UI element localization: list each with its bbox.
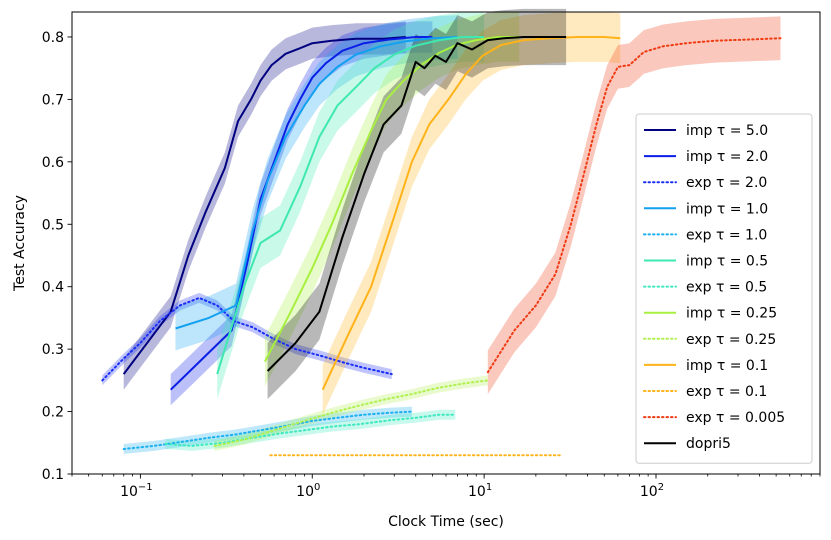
y-tick-label: 0.6 bbox=[42, 155, 64, 171]
x-axis-label: Clock Time (sec) bbox=[388, 514, 504, 530]
x-tick-label: 100 bbox=[296, 482, 320, 500]
legend-label: imp τ = 2.0 bbox=[686, 149, 768, 165]
series-line-exp-tau-0-5 bbox=[164, 413, 457, 447]
legend: imp τ = 5.0 imp τ = 2.0 exp τ = 2.0 imp τ =… bbox=[635, 113, 813, 464]
legend-label: exp τ = 2.0 bbox=[686, 175, 767, 191]
x-tick-label: 102 bbox=[640, 482, 664, 500]
legend-label: exp τ = 0.005 bbox=[686, 410, 785, 426]
band-imp-tau-0-1 bbox=[322, 12, 621, 415]
x-axis: 10−1 100 101 102 bbox=[71, 474, 821, 500]
band-exp-tau-0-005 bbox=[487, 16, 781, 395]
series-line-imp-tau-0-5 bbox=[216, 36, 485, 375]
series-line-dopri5 bbox=[266, 36, 567, 372]
legend-label: exp τ = 0.5 bbox=[686, 280, 767, 296]
y-axis-label: Test Accuracy bbox=[12, 195, 28, 292]
series-line-imp-tau-2-0 bbox=[170, 36, 433, 391]
legend-label: imp τ = 0.25 bbox=[686, 306, 777, 322]
legend-label: imp τ = 1.0 bbox=[686, 201, 768, 217]
legend-box bbox=[635, 113, 813, 464]
series-line-exp-tau-0-005 bbox=[486, 37, 782, 374]
y-tick-label: 0.7 bbox=[42, 92, 64, 108]
series-line-imp-tau-5-0 bbox=[122, 36, 406, 375]
band-exp-tau-1-0 bbox=[123, 406, 412, 454]
x-tick-label: 101 bbox=[468, 482, 492, 500]
x-tick-label: 10−1 bbox=[120, 482, 153, 500]
band-dopri5 bbox=[267, 8, 567, 400]
legend-label: exp τ = 0.1 bbox=[686, 384, 767, 400]
legend-label: imp τ = 5.0 bbox=[686, 123, 768, 139]
band-imp-tau-0-5 bbox=[217, 12, 485, 400]
series-line-imp-tau-1-0 bbox=[175, 36, 458, 330]
legend-label: dopri5 bbox=[686, 436, 731, 452]
y-tick-label: 0.1 bbox=[42, 467, 64, 483]
y-tick-label: 0.4 bbox=[42, 280, 64, 296]
legend-label: exp τ = 0.25 bbox=[686, 332, 776, 348]
series-line-exp-tau-1-0 bbox=[122, 410, 413, 450]
series-line-imp-tau-0-1 bbox=[321, 36, 621, 391]
y-tick-label: 0.2 bbox=[42, 405, 64, 421]
legend-label: imp τ = 0.5 bbox=[686, 254, 768, 270]
y-axis: 0.1 0.2 0.3 0.4 0.5 0.6 0.7 0.8 bbox=[42, 30, 72, 483]
series-line-exp-tau-0-25 bbox=[213, 379, 489, 447]
series-line-imp-tau-0-25 bbox=[264, 36, 520, 363]
legend-label: imp τ = 0.1 bbox=[686, 358, 768, 374]
series-lines bbox=[101, 36, 782, 457]
band-exp-tau-0-25 bbox=[214, 375, 488, 451]
legend-label: exp τ = 1.0 bbox=[686, 227, 767, 243]
y-tick-label: 0.5 bbox=[42, 217, 64, 233]
y-tick-label: 0.8 bbox=[42, 30, 64, 46]
y-tick-label: 0.3 bbox=[42, 342, 64, 358]
